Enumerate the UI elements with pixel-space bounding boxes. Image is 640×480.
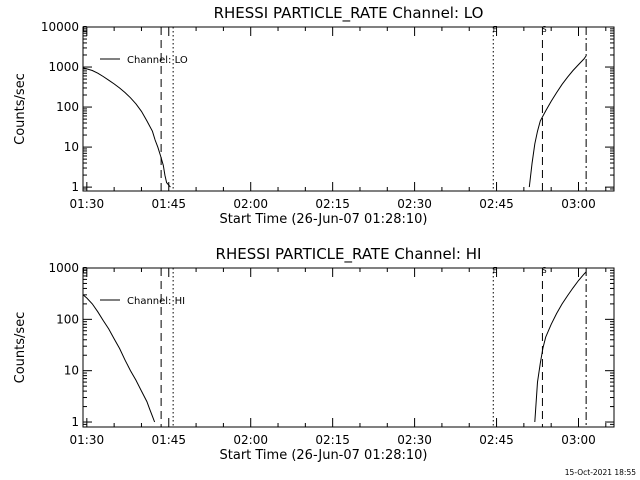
x-tick-label: 02:15 <box>315 197 350 211</box>
x-tick-label: 02:00 <box>233 197 268 211</box>
time-marker-label: E <box>83 25 88 34</box>
series-line-segment <box>534 271 587 423</box>
time-marker-label: S <box>542 25 547 34</box>
x-tick-label: 03:00 <box>561 197 596 211</box>
x-tick-label: 01:30 <box>70 433 105 447</box>
chart-panel-2: RHESSI PARTICLE_RATE Channel: HI 1 10 100 10… <box>13 245 615 463</box>
y-tick-label: 100 <box>56 312 79 326</box>
x-tick-label: 01:45 <box>151 433 186 447</box>
time-marker-label: E <box>83 266 88 275</box>
time-marker-label: E <box>493 266 498 275</box>
y-tick-label: 1000 <box>48 261 79 275</box>
y-axis-label: Counts/sec <box>13 73 28 145</box>
y-tick-label: 1 <box>71 415 79 429</box>
series-line-segment <box>82 67 171 188</box>
x-axis-label: Start Time (26-Jun-07 01:28:10) <box>220 212 428 227</box>
x-tick-label: 01:45 <box>151 197 186 211</box>
y-tick-label: 1 <box>71 180 79 194</box>
x-tick-label: 02:15 <box>315 433 350 447</box>
plot-frame <box>82 267 615 428</box>
y-tick-label: 10 <box>64 364 79 378</box>
chart-panel-1: RHESSI PARTICLE_RATE Channel: LO 1 10 100 10… <box>13 4 615 227</box>
time-marker-label: E <box>493 25 498 34</box>
x-tick-label: 02:45 <box>479 433 514 447</box>
chart-title: RHESSI PARTICLE_RATE Channel: HI <box>216 245 482 264</box>
x-tick-label: 02:30 <box>397 197 432 211</box>
x-tick-label: 03:00 <box>561 433 596 447</box>
footer-timestamp: 15-Oct-2021 18:55 <box>565 468 636 477</box>
y-axis-label: Counts/sec <box>13 312 28 384</box>
x-tick-label: 01:30 <box>70 197 105 211</box>
legend-label: Channel: HI <box>127 296 185 307</box>
chart-title: RHESSI PARTICLE_RATE Channel: LO <box>214 4 484 23</box>
x-axis-label: Start Time (26-Jun-07 01:28:10) <box>220 448 428 463</box>
y-tick-label: 1000 <box>48 60 79 74</box>
legend-label: Channel: LO <box>127 55 188 66</box>
y-tick-label: 100 <box>56 100 79 114</box>
x-tick-label: 02:00 <box>233 433 268 447</box>
x-tick-label: 02:30 <box>397 433 432 447</box>
plot-frame <box>82 26 615 192</box>
y-tick-label: 10000 <box>41 20 79 34</box>
time-marker-label: S <box>542 266 547 275</box>
x-tick-label: 02:45 <box>479 197 514 211</box>
series-line-segment <box>528 55 587 188</box>
series-line-segment <box>82 294 156 423</box>
y-tick-label: 10 <box>64 140 79 154</box>
